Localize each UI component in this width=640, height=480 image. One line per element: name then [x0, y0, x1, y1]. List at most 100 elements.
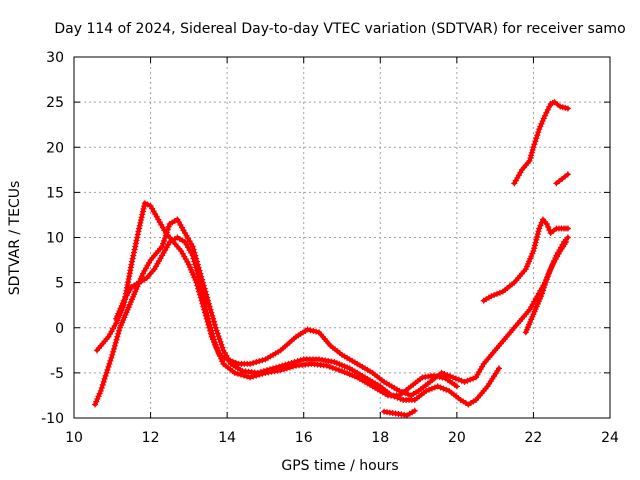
data-point [208, 327, 215, 334]
y-tick-label: 5 [55, 276, 64, 292]
data-point [438, 369, 445, 376]
data-point [97, 387, 104, 394]
data-point [159, 243, 166, 250]
data-point [110, 345, 117, 352]
data-point [437, 384, 444, 391]
data-point [455, 376, 462, 383]
ticks [73, 56, 611, 419]
data-point [192, 261, 199, 268]
data-point [277, 367, 284, 374]
data-point [405, 391, 412, 398]
data-point [209, 330, 216, 337]
data-point [164, 226, 171, 233]
data-point [138, 217, 144, 224]
data-point [453, 383, 460, 390]
data-point [108, 354, 115, 361]
data-point [538, 120, 545, 127]
x-axis-label: GPS time / hours [281, 458, 398, 474]
data-point [135, 228, 142, 235]
data-point [163, 229, 170, 236]
data-point [256, 358, 263, 365]
data-point [289, 363, 296, 370]
data-point [136, 222, 143, 229]
data-point [199, 288, 206, 295]
data-point [212, 324, 219, 331]
data-point [95, 393, 102, 400]
data-point [426, 386, 433, 393]
data-point [495, 365, 502, 372]
y-tick-label: 10 [46, 231, 64, 247]
data-point [538, 293, 545, 300]
series-trace-a [93, 200, 569, 399]
data-point [111, 342, 118, 349]
data-point [532, 239, 539, 246]
data-point [329, 364, 336, 371]
data-point [134, 231, 141, 238]
data-point [144, 201, 151, 208]
data-point [200, 294, 207, 301]
data-point [203, 309, 210, 316]
data-point [530, 144, 537, 151]
data-point [540, 284, 547, 291]
data-point [218, 341, 225, 348]
data-point [530, 248, 537, 255]
data-point [307, 327, 314, 334]
data-layer [92, 99, 571, 419]
data-point [434, 383, 441, 390]
data-point [470, 375, 477, 382]
data-point [130, 249, 137, 256]
data-point [528, 149, 535, 156]
data-point [141, 203, 148, 210]
data-point [326, 363, 333, 370]
data-point [250, 359, 257, 366]
data-point [531, 245, 538, 252]
chart-title: Day 114 of 2024, Sidereal Day-to-day VTE… [54, 21, 625, 37]
data-point [488, 293, 495, 300]
data-point [447, 373, 454, 380]
data-point [286, 364, 293, 371]
data-point [136, 225, 143, 232]
data-point [313, 328, 320, 335]
data-point [197, 279, 204, 286]
data-point [94, 396, 101, 403]
data-point [206, 321, 213, 328]
data-point [96, 390, 103, 397]
data-point [93, 398, 100, 405]
data-point [280, 366, 287, 373]
data-point [165, 223, 172, 230]
data-point [137, 219, 144, 226]
data-point [537, 222, 544, 229]
data-point [564, 234, 571, 241]
data-point [288, 359, 295, 366]
data-point [441, 371, 448, 378]
data-point [496, 289, 503, 296]
data-point [310, 327, 317, 334]
data-point [527, 155, 534, 162]
data-point [244, 373, 251, 380]
data-point [116, 327, 123, 334]
data-point [494, 290, 501, 297]
data-point [458, 377, 465, 384]
data-point [285, 360, 292, 367]
data-point [203, 306, 210, 313]
data-point [546, 226, 553, 233]
data-point [130, 252, 137, 259]
data-point [128, 261, 135, 268]
x-tick-label: 24 [601, 430, 619, 446]
data-point [160, 240, 167, 247]
data-point [231, 369, 238, 376]
data-point [253, 372, 260, 379]
data-point [101, 375, 108, 382]
data-point [540, 115, 547, 122]
data-point [532, 138, 539, 145]
data-point [282, 361, 289, 368]
data-point [213, 327, 220, 334]
data-point [189, 252, 196, 259]
data-point [115, 330, 122, 337]
grid [74, 57, 610, 418]
data-point [195, 273, 202, 280]
data-point [193, 264, 200, 271]
data-point [332, 365, 339, 372]
data-point [544, 273, 551, 280]
